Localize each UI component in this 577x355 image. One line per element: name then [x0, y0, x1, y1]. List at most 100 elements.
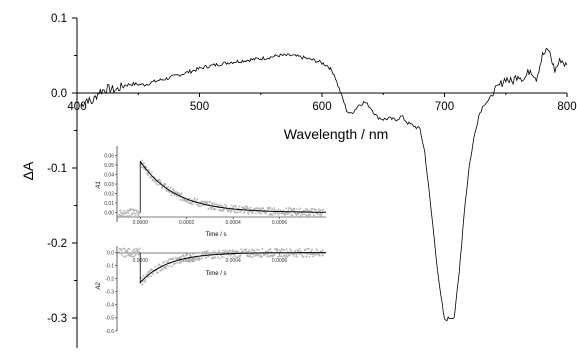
inset-top-y-tick-label: 0.05: [104, 163, 114, 169]
inset-top-data-point: [210, 208, 213, 211]
inset-top-data-point: [131, 212, 134, 215]
inset-bottom-data-point: [223, 256, 225, 259]
inset-bottom-data-point: [258, 249, 260, 251]
inset-bottom-data-point: [311, 248, 313, 251]
inset-top-data-point: [175, 191, 178, 193]
inset-bottom-data-point: [212, 250, 215, 253]
inset-top-data-point: [188, 197, 191, 200]
inset-bottom-data-point: [128, 253, 131, 256]
inset-bottom-data-point: [308, 248, 310, 250]
inset-bottom-data-point: [122, 247, 125, 250]
inset-top-data-point: [273, 208, 276, 211]
inset-bottom-data-point: [135, 247, 137, 250]
inset-bottom-data-point: [321, 249, 324, 251]
inset-top-data-point: [190, 202, 193, 205]
inset-bottom-y-tick-label: -0.5: [105, 316, 114, 322]
inset-bottom-data-point: [220, 254, 222, 257]
inset-top-data-point: [235, 205, 238, 208]
inset-top-data-point: [259, 211, 261, 214]
inset-bottom-data-point: [193, 257, 196, 260]
inset-top-data-point: [135, 209, 138, 212]
inset-top-data-point: [135, 214, 137, 216]
inset-bottom-data-point: [298, 250, 300, 253]
inset-bottom-data-point: [147, 271, 150, 274]
inset-bottom-data-point: [135, 252, 138, 255]
main-y-tick-label: -0.3: [47, 313, 67, 325]
inset-bottom-data-point: [261, 247, 264, 250]
inset-top-data-point: [252, 211, 255, 213]
inset-top-data-point: [299, 207, 302, 210]
inset-top-data-point: [156, 183, 159, 186]
inset-top-data-point: [293, 207, 296, 210]
inset-bottom-data-point: [192, 253, 195, 256]
inset-top-data-point: [245, 207, 248, 210]
main-y-tick-label: -0.1: [47, 163, 67, 175]
inset-top-data-point: [216, 203, 219, 206]
inset-bottom-data-point: [188, 261, 190, 263]
inset-top-data-point: [143, 168, 146, 171]
inset-bottom-data-point: [159, 270, 162, 272]
inset-top-data-point: [164, 183, 167, 186]
inset-bottom-data-point: [276, 248, 278, 251]
inset-top-y-tick-label: 0.02: [104, 191, 114, 197]
inset-bottom-data-point: [224, 249, 227, 251]
inset-top-data-point: [260, 213, 263, 215]
inset-bottom-data-point: [305, 255, 308, 258]
inset-top-data-point: [142, 167, 145, 169]
inset-top-data-point: [293, 209, 295, 212]
inset-top-data-point: [322, 208, 325, 211]
inset-bottom-data-point: [207, 255, 210, 258]
inset-bottom-y-tick-label: -0.4: [105, 303, 114, 309]
inset-bottom-data-point: [123, 248, 126, 250]
inset-top-data-point: [128, 214, 131, 217]
inset-top-data-point: [196, 198, 199, 201]
inset-top-data-point: [126, 215, 128, 218]
inset-bottom-data-point: [265, 250, 268, 253]
inset-top-data-point: [207, 200, 209, 203]
inset-top-x-tick-label: 0.0004: [225, 220, 241, 226]
inset-top-data-point: [140, 166, 143, 169]
inset-top-data-point: [122, 215, 125, 218]
inset-bottom-data-point: [221, 251, 224, 254]
inset-top-data-point: [158, 178, 161, 181]
inset-top-data-point: [218, 204, 221, 207]
inset-bottom-y-tick-label: -0.6: [105, 329, 114, 335]
inset-bottom-data-point: [130, 251, 133, 254]
inset-top-y-tick-label: 0.04: [104, 172, 114, 178]
inset-bottom-data-point: [315, 253, 317, 256]
inset-top-data-point: [179, 199, 182, 201]
inset-top-data-point: [271, 214, 274, 216]
inset-bottom-data-point: [290, 249, 293, 252]
inset-top-x-axis-title: Time / s: [205, 232, 226, 238]
main-axes: [76, 18, 567, 348]
inset-bottom-data-point: [315, 248, 318, 251]
inset-top-data-point: [303, 213, 306, 216]
inset-bottom-data-point: [304, 249, 307, 251]
inset-top-data-point: [172, 190, 175, 192]
inset-bottom-data-point: [148, 275, 150, 278]
inset-bottom-y-tick-label: -0.2: [105, 276, 114, 282]
inset-top-data-point: [118, 209, 121, 212]
inset-bottom-data-point: [234, 255, 237, 258]
inset-bottom-data-point: [294, 249, 297, 252]
inset-top-data-point: [136, 212, 139, 215]
main-x-axis-title: Wavelength / nm: [284, 126, 389, 142]
inset-top-data-point: [283, 214, 286, 217]
inset-top-data-point: [279, 212, 281, 215]
inset-top-data-point: [285, 207, 288, 210]
inset-bottom-data-point: [288, 254, 291, 257]
inset-top-data-point: [221, 210, 223, 213]
inset-top-data-point: [137, 214, 140, 217]
inset-bottom-data-point: [267, 250, 270, 252]
inset-top-data-point: [315, 209, 318, 211]
inset-bottom-y-axis-title: A2: [96, 282, 102, 291]
inset-bottom-data-point: [217, 256, 220, 258]
inset-bottom-data-point: [239, 254, 242, 257]
inset-top-data-point: [140, 163, 143, 166]
inset-top-data-point: [232, 205, 235, 208]
inset-top-data-point: [169, 191, 171, 194]
inset-bottom-data-point: [256, 248, 258, 251]
inset-bottom-data-point: [226, 257, 229, 259]
inset-top-data-point: [249, 206, 252, 209]
